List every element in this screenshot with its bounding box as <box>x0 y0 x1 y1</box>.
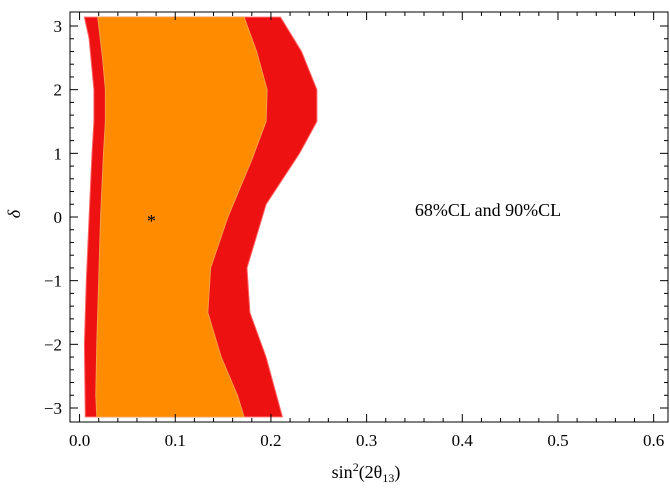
y-axis-label: δ <box>4 209 24 218</box>
y-tick-labels: 3 2 1 0 −1 −2 −3 <box>44 17 62 418</box>
y-tick-label: 1 <box>54 144 63 163</box>
x-axis-label-sup: 2 <box>353 460 359 474</box>
x-tick-label: 0.0 <box>69 431 90 450</box>
y-tick-label: 0 <box>54 208 63 227</box>
x-tick-labels: 0.0 0.1 0.2 0.3 0.4 0.5 0.6 <box>69 431 664 450</box>
x-tick-label: 0.3 <box>356 431 377 450</box>
confidence-regions <box>83 16 318 418</box>
x-axis-label-rest: (2θ <box>359 462 383 483</box>
tick-marks <box>70 12 668 422</box>
y-tick-label: −3 <box>44 399 62 418</box>
y-tick-label: 3 <box>54 17 63 36</box>
x-tick-label: 0.5 <box>547 431 568 450</box>
x-axis-label: sin2(2θ13) <box>332 460 401 485</box>
best-fit-marker: * <box>147 211 156 231</box>
x-axis-label-sub: 13 <box>382 471 394 485</box>
annotation-cl-text: 68%CL and 90%CL <box>415 200 561 220</box>
x-tick-label: 0.1 <box>165 431 186 450</box>
y-tick-label: −2 <box>44 335 62 354</box>
x-tick-label: 0.6 <box>643 431 664 450</box>
x-axis-label-main: sin <box>332 462 353 482</box>
region-68-cl <box>95 16 268 418</box>
y-tick-label: −1 <box>44 272 62 291</box>
x-tick-label: 0.2 <box>260 431 281 450</box>
y-tick-label: 2 <box>54 81 63 100</box>
plot-frame <box>69 11 669 423</box>
x-axis-label-close: ) <box>394 462 400 483</box>
x-tick-label: 0.4 <box>452 431 474 450</box>
